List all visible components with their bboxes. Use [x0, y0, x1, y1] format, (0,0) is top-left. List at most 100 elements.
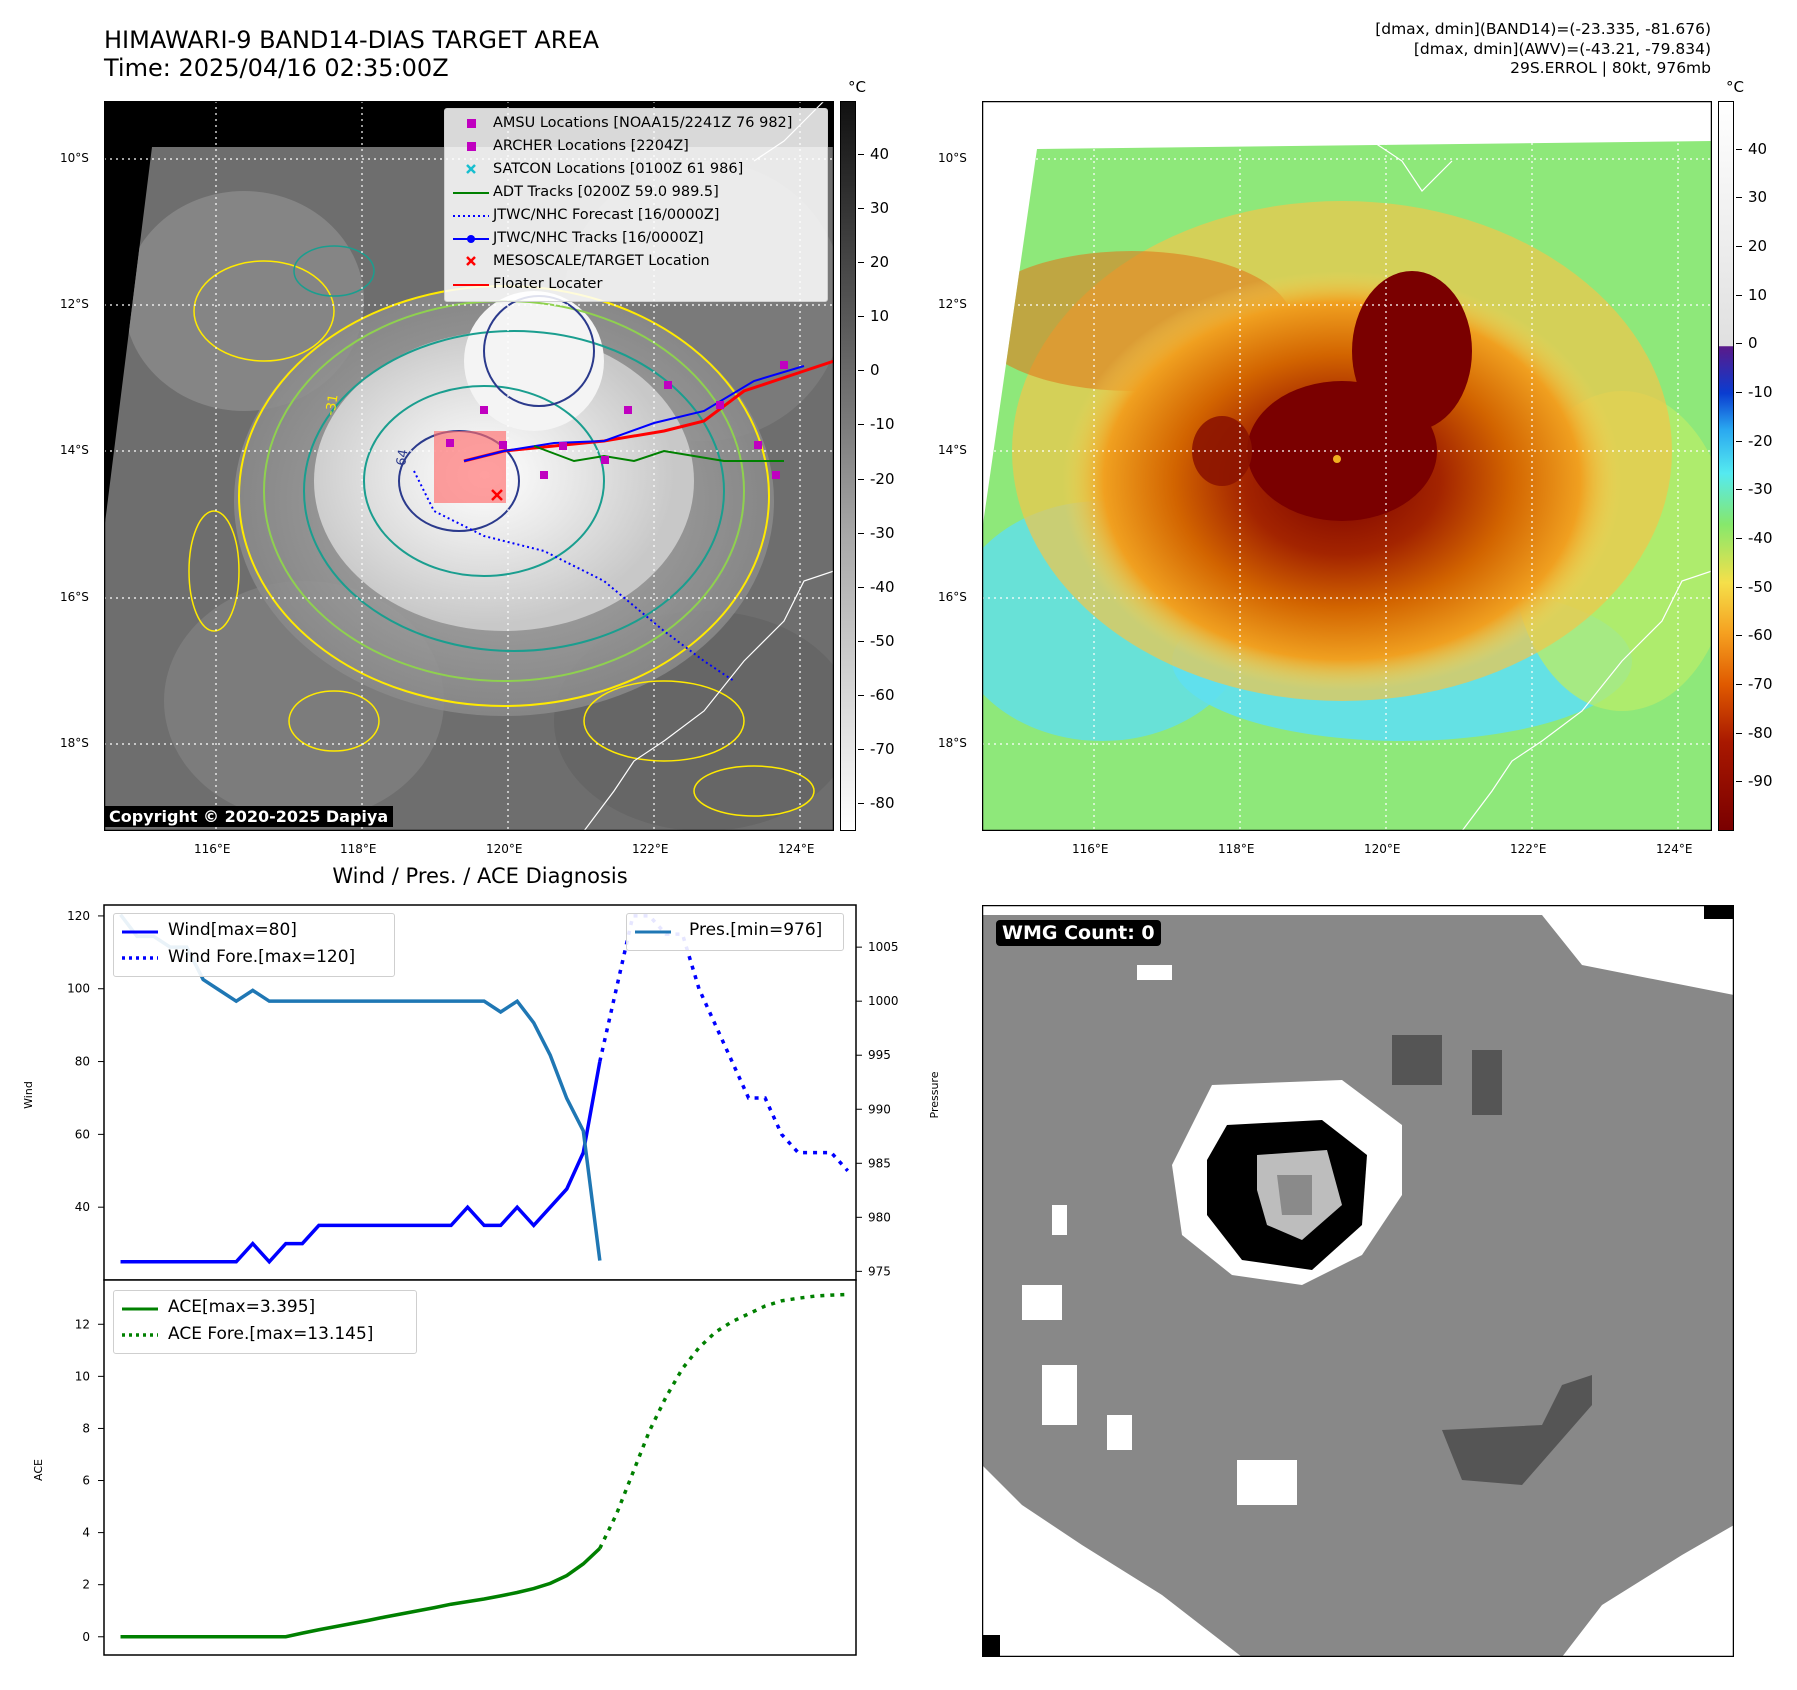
colorbar-tick: -20 — [1736, 432, 1773, 450]
lat-tick-label: 18°S — [60, 736, 89, 750]
right-colorbar-unit: °C — [1726, 78, 1744, 96]
wind-tick-label: 40 — [75, 1200, 90, 1214]
left-colorbar-unit: °C — [848, 78, 866, 96]
legend-label: ADT Tracks [0200Z 59.0 989.5] — [493, 184, 719, 200]
pressure-tick-label: 980 — [868, 1210, 891, 1224]
legend-wind: Wind[max=80] — [168, 920, 297, 940]
colorbar-tick: -50 — [858, 632, 895, 650]
legend-label: MESOSCALE/TARGET Location — [493, 253, 710, 269]
legend-symbol — [453, 215, 489, 217]
legend-symbol — [467, 119, 476, 128]
lat-tick-label: 10°S — [938, 151, 967, 165]
legend-label: ARCHER Locations [2204Z] — [493, 138, 689, 154]
legend-symbol — [467, 142, 476, 151]
series-line — [120, 1061, 602, 1265]
right-enhanced-map — [981, 100, 1713, 832]
info-line-3: 29S.ERROL | 80kt, 976mb — [1510, 59, 1711, 77]
lat-tick-label: 12°S — [60, 297, 89, 311]
left-map-image: -31 -64 — [103, 100, 835, 832]
wmg-panel: WMG Count: 0 — [981, 904, 1735, 1658]
lon-tick-label: 116°E — [194, 842, 231, 856]
right-map-image — [981, 100, 1713, 832]
contour-label: -31 — [323, 393, 341, 417]
info-line-1: [dmax, dmin](BAND14)=(-23.335, -81.676) — [1375, 20, 1711, 38]
series-line — [120, 1547, 602, 1639]
wind-tick-label: 100 — [67, 982, 90, 996]
wind-tick-label: 60 — [75, 1127, 90, 1141]
wind-axis-label: Wind — [22, 1081, 35, 1109]
pressure-axis-label: Pressure — [928, 1071, 941, 1118]
wind-tick-label: 120 — [67, 909, 90, 923]
map-axis-ticks: 10°S 12°S 14°S 16°S 18°S 116°E 118°E 120°E 122°E… — [60, 151, 1693, 856]
legend-label: Floater Locater — [493, 276, 603, 292]
colorbar-tick: -10 — [1736, 383, 1773, 401]
legend-label: AMSU Locations [NOAA15/2241Z 76 982] — [493, 115, 793, 131]
title-line-2: Time: 2025/04/16 02:35:00Z — [104, 54, 449, 82]
ace-axis-label: ACE — [32, 1459, 45, 1481]
title-line-1: HIMAWARI-9 BAND14-DIAS TARGET AREA — [104, 26, 600, 54]
legend-ace-fore: ACE Fore.[max=13.145] — [168, 1324, 374, 1344]
diagnosis-title: Wind / Pres. / ACE Diagnosis — [332, 864, 628, 888]
ace-tick-label: 0 — [82, 1630, 90, 1644]
colorbar-tick: -20 — [858, 470, 895, 488]
colorbar-tick: 10 — [1736, 286, 1767, 304]
pressure-tick-label: 1000 — [868, 994, 899, 1008]
legend-symbol — [453, 192, 489, 194]
colorbar-tick: 30 — [858, 199, 889, 217]
colorbar-tick: 0 — [858, 361, 880, 379]
right-colorbar — [1718, 101, 1734, 831]
figure-title: HIMAWARI-9 BAND14-DIAS TARGET AREA Time:… — [104, 26, 599, 82]
colorbar-tick: 30 — [1736, 188, 1767, 206]
colorbar-tick: 40 — [1736, 140, 1767, 158]
legend-ace: ACE[max=3.395] — [168, 1297, 316, 1317]
pressure-tick-label: 975 — [868, 1264, 891, 1278]
legend-symbol — [466, 256, 476, 266]
lat-tick-label: 10°S — [60, 151, 89, 165]
ace-tick-label: 4 — [82, 1526, 90, 1540]
lon-tick-label: 118°E — [340, 842, 377, 856]
lon-tick-label: 122°E — [1510, 842, 1547, 856]
wind-legend-symbols — [122, 930, 158, 960]
info-line-2: [dmax, dmin](AWV)=(-43.21, -79.834) — [1413, 39, 1711, 58]
pressure-tick-label: 1005 — [868, 940, 899, 954]
wmg-image — [981, 904, 1735, 1658]
pressure-legend-symbol — [635, 930, 671, 934]
colorbar-tick: -50 — [1736, 578, 1773, 596]
lon-tick-label: 124°E — [778, 842, 815, 856]
legend-symbol — [453, 284, 489, 286]
left-colorbar-ticks: 40 30 20 10 0 -10 -20 -30 -40 -50 -60 -70 -80 — [858, 101, 908, 831]
colorbar-tick: -90 — [1736, 772, 1773, 790]
ace-tick-label: 12 — [75, 1317, 90, 1331]
ace-tick-label: 10 — [75, 1369, 90, 1383]
colorbar-tick: -30 — [1736, 480, 1773, 498]
ace-tick-label: 8 — [82, 1421, 90, 1435]
left-colorbar — [840, 101, 856, 831]
colorbar-tick: 20 — [858, 253, 889, 271]
left-map-legend: AMSU Locations [NOAA15/2241Z 76 982] ARCH… — [444, 108, 828, 302]
left-ir-map: -31 -64 — [103, 100, 835, 832]
ace-legend-symbols — [122, 1307, 158, 1337]
lon-tick-label: 120°E — [486, 842, 523, 856]
ace-tick-label: 6 — [82, 1474, 90, 1488]
colorbar-tick: -40 — [858, 578, 895, 596]
colorbar-tick: -10 — [858, 415, 895, 433]
diagnosis-charts: 120 100 80 60 40 1005 1000 995 990 985 980 975 12 10… — [10, 900, 970, 1670]
legend-label: JTWC/NHC Tracks [16/0000Z] — [493, 230, 704, 246]
colorbar-tick: -80 — [1736, 724, 1773, 742]
lat-tick-label: 14°S — [60, 443, 89, 457]
colorbar-tick: -60 — [1736, 626, 1773, 644]
wmg-count-label: WMG Count: 0 — [996, 920, 1161, 946]
lon-tick-label: 122°E — [632, 842, 669, 856]
colorbar-tick: 10 — [858, 307, 889, 325]
colorbar-tick: -70 — [1736, 675, 1773, 693]
colorbar-tick: 40 — [858, 145, 889, 163]
lat-tick-label: 14°S — [938, 443, 967, 457]
contour-label-inner: -64 — [393, 448, 411, 472]
pressure-tick-label: 995 — [868, 1048, 891, 1062]
lon-tick-label: 116°E — [1072, 842, 1109, 856]
lon-tick-label: 118°E — [1218, 842, 1255, 856]
legend-wind-fore: Wind Fore.[max=120] — [168, 947, 356, 967]
colorbar-tick: -30 — [858, 524, 895, 542]
colorbar-tick: 0 — [1736, 334, 1758, 352]
storm-info: [dmax, dmin](BAND14)=(-23.335, -81.676) … — [1375, 20, 1711, 79]
